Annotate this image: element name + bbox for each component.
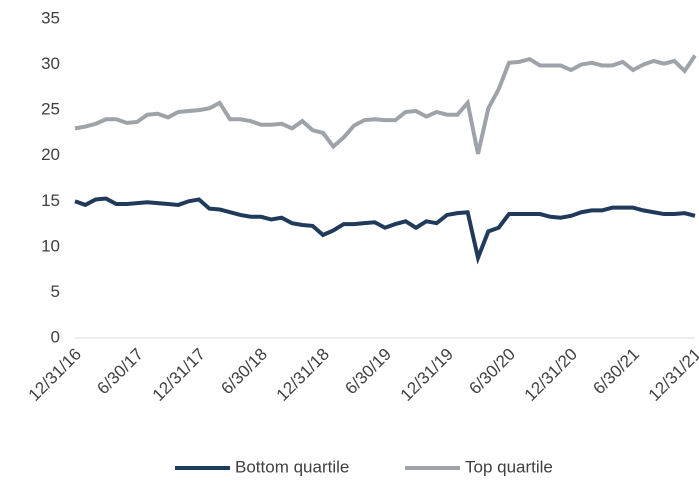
y-tick-label: 5 (51, 282, 60, 301)
line (74, 54, 697, 155)
y-tick-label: 30 (41, 54, 60, 73)
line (74, 196, 696, 265)
x-tick-label: 12/31/16 (25, 345, 85, 405)
y-tick-label: 25 (41, 100, 60, 119)
y-tick-label: 0 (51, 327, 60, 346)
x-tick-label: 6/30/18 (217, 345, 271, 399)
x-tick-label: 6/30/20 (465, 345, 519, 399)
x-tick-label: 12/31/21 (645, 345, 699, 405)
x-tick-label: 12/31/17 (149, 345, 209, 405)
x-tick-label: 12/31/19 (397, 345, 457, 405)
x-tick-label: 6/30/21 (589, 345, 643, 399)
x-tick-label: 6/30/17 (93, 345, 147, 399)
y-tick-label: 10 (41, 236, 60, 255)
y-tick-label: 15 (41, 191, 60, 210)
legend-label: Bottom quartile (235, 457, 349, 476)
x-tick-label: 6/30/19 (341, 345, 395, 399)
x-tick-label: 12/31/18 (273, 345, 333, 405)
y-tick-label: 35 (41, 8, 60, 27)
x-tick-label: 12/31/20 (521, 345, 581, 405)
y-tick-label: 20 (41, 145, 60, 164)
legend-label: Top quartile (465, 457, 553, 476)
